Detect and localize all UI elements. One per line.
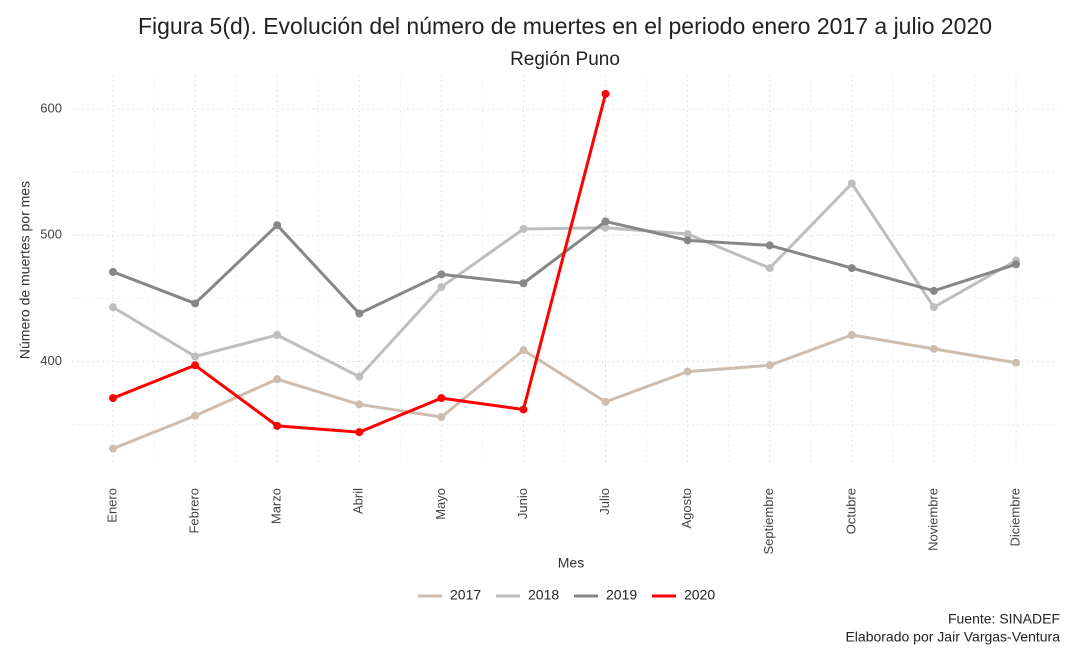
data-point [109, 267, 117, 276]
x-tick-label: Noviembre [925, 488, 940, 551]
data-point [601, 217, 610, 226]
data-point [601, 397, 610, 406]
data-point [847, 179, 856, 188]
data-point [273, 331, 282, 339]
x-tick-label: Febrero [187, 488, 202, 534]
chart-title: Figura 5(d). Evolución del número de mue… [138, 13, 992, 39]
data-point [601, 223, 610, 232]
data-point [273, 375, 282, 384]
data-point [519, 346, 528, 355]
data-point [683, 236, 692, 245]
legend-label: 2019 [606, 587, 637, 603]
data-point [847, 331, 856, 339]
x-tick-label: Diciembre [1007, 488, 1022, 547]
caption: Elaborado por Jair Vargas-Ventura [845, 629, 1060, 645]
data-point [929, 344, 938, 353]
data-point [191, 411, 200, 420]
data-point [355, 372, 364, 381]
data-point [929, 286, 938, 295]
data-point [437, 270, 446, 279]
series-line [112, 182, 1017, 379]
y-tick-label: 400 [40, 353, 62, 368]
data-point [355, 309, 364, 318]
x-axis-label: Mes [558, 555, 584, 571]
x-tick-label: Abril [351, 488, 366, 514]
data-point [1012, 358, 1020, 367]
data-point [273, 221, 282, 230]
data-point [355, 428, 364, 437]
data-point [437, 413, 446, 422]
data-point [437, 394, 446, 403]
data-point [109, 394, 117, 403]
data-point [765, 241, 774, 250]
data-point [437, 283, 446, 292]
data-point [355, 400, 364, 409]
data-point [929, 303, 938, 312]
x-tick-label: Octubre [843, 488, 858, 534]
x-tick-label: Enero [104, 488, 119, 523]
x-tick-label: Julio [597, 488, 612, 515]
data-point [847, 264, 856, 273]
x-tick-label: Septiembre [761, 488, 776, 554]
x-tick-label: Marzo [269, 488, 284, 524]
series-line [112, 333, 1017, 450]
data-point [273, 421, 282, 430]
x-tick-label: Mayo [433, 488, 448, 520]
data-point [765, 264, 774, 273]
y-tick-label: 500 [40, 227, 62, 242]
data-point [519, 405, 528, 414]
data-point [109, 303, 117, 312]
data-point [683, 367, 692, 376]
caption: Fuente: SINADEF [948, 611, 1060, 627]
data-point [519, 279, 528, 288]
data-point [191, 352, 200, 361]
data-point [109, 444, 117, 453]
data-point [601, 89, 610, 98]
legend-label: 2018 [528, 587, 559, 603]
data-point [519, 224, 528, 233]
y-axis-label: Número de muertes por mes [17, 181, 33, 359]
chart-subtitle: Región Puno [510, 49, 620, 70]
x-tick-label: Agosto [679, 488, 694, 528]
data-point [191, 361, 200, 370]
data-point [683, 230, 692, 239]
legend-label: 2017 [450, 587, 481, 603]
legend-label: 2020 [684, 587, 715, 603]
data-point [765, 361, 774, 370]
data-point [1012, 260, 1020, 269]
y-tick-label: 600 [40, 101, 62, 116]
data-point [191, 299, 200, 308]
x-tick-label: Junio [515, 488, 530, 519]
